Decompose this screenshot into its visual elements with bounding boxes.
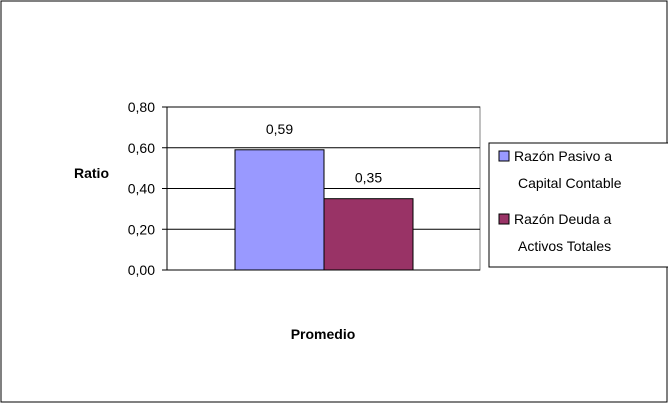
bar	[323, 198, 414, 271]
x-axis-title: Promedio	[291, 326, 356, 342]
y-tick-label: 0,20	[128, 221, 155, 237]
data-labels: 0,59 0,35	[266, 121, 382, 186]
legend-label: Razón Pasivo a	[514, 148, 612, 164]
y-axis-title: Ratio	[74, 165, 109, 181]
legend: Razón Pasivo a Capital Contable Razón Deud…	[488, 142, 668, 268]
y-tick-label: 0,00	[128, 262, 155, 278]
legend-swatch	[498, 213, 510, 225]
data-label: 0,59	[266, 121, 293, 137]
bar	[234, 149, 325, 271]
y-tick-label: 0,80	[128, 99, 155, 115]
legend-label: Razón Deuda a	[514, 211, 612, 227]
y-tick-label: 0,40	[128, 181, 155, 197]
legend-box	[488, 142, 668, 268]
bars	[234, 149, 414, 271]
y-tick-label: 0,60	[128, 140, 155, 156]
legend-label: Capital Contable	[518, 175, 622, 191]
legend-label: Activos Totales	[518, 238, 611, 254]
legend-swatch	[498, 150, 510, 162]
y-axis-ticks: 0,00 0,20 0,40 0,60 0,80	[128, 99, 480, 278]
data-label: 0,35	[355, 170, 382, 186]
